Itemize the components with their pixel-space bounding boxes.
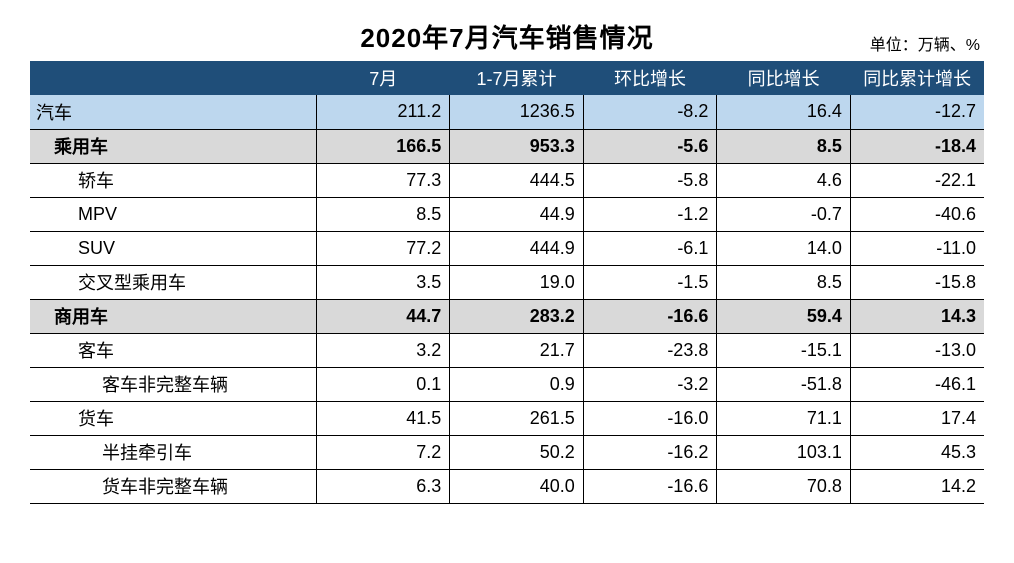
cell-value: 6.3: [316, 469, 450, 503]
cell-value: -5.6: [583, 129, 717, 163]
cell-value: -23.8: [583, 333, 717, 367]
row-label: 乘用车: [30, 129, 316, 163]
table-row: 汽车211.21236.5-8.216.4-12.7: [30, 95, 984, 129]
cell-value: 70.8: [717, 469, 851, 503]
table-row: 乘用车166.5953.3-5.68.5-18.4: [30, 129, 984, 163]
table-row: SUV77.2444.9-6.114.0-11.0: [30, 231, 984, 265]
cell-value: -18.4: [850, 129, 984, 163]
table-row: 客车非完整车辆0.10.9-3.2-51.8-46.1: [30, 367, 984, 401]
cell-value: -8.2: [583, 95, 717, 129]
cell-value: -16.6: [583, 469, 717, 503]
cell-value: 8.5: [316, 197, 450, 231]
row-label: SUV: [30, 231, 316, 265]
cell-value: -22.1: [850, 163, 984, 197]
row-label: 商用车: [30, 299, 316, 333]
col-header-category: [30, 61, 316, 95]
row-label: 半挂牵引车: [30, 435, 316, 469]
cell-value: -40.6: [850, 197, 984, 231]
sales-table: 7月 1-7月累计 环比增长 同比增长 同比累计增长 汽车211.21236.5…: [30, 61, 984, 504]
cell-value: -5.8: [583, 163, 717, 197]
cell-value: 3.5: [316, 265, 450, 299]
row-label: 客车: [30, 333, 316, 367]
cell-value: -16.6: [583, 299, 717, 333]
cell-value: 44.9: [450, 197, 584, 231]
cell-value: -16.0: [583, 401, 717, 435]
cell-value: 7.2: [316, 435, 450, 469]
cell-value: -1.5: [583, 265, 717, 299]
col-header: 同比增长: [717, 61, 851, 95]
cell-value: -15.1: [717, 333, 851, 367]
row-label: 交叉型乘用车: [30, 265, 316, 299]
cell-value: 103.1: [717, 435, 851, 469]
cell-value: -46.1: [850, 367, 984, 401]
col-header: 环比增长: [583, 61, 717, 95]
cell-value: 59.4: [717, 299, 851, 333]
cell-value: 77.3: [316, 163, 450, 197]
row-label: 轿车: [30, 163, 316, 197]
cell-value: 44.7: [316, 299, 450, 333]
table-header-row: 7月 1-7月累计 环比增长 同比增长 同比累计增长: [30, 61, 984, 95]
cell-value: 8.5: [717, 265, 851, 299]
col-header: 7月: [316, 61, 450, 95]
row-label: 汽车: [30, 95, 316, 129]
cell-value: 211.2: [316, 95, 450, 129]
cell-value: 71.1: [717, 401, 851, 435]
col-header: 同比累计增长: [850, 61, 984, 95]
cell-value: 0.1: [316, 367, 450, 401]
table-row: 货车非完整车辆6.340.0-16.670.814.2: [30, 469, 984, 503]
cell-value: 14.0: [717, 231, 851, 265]
cell-value: 19.0: [450, 265, 584, 299]
cell-value: -6.1: [583, 231, 717, 265]
unit-label: 单位：万辆、%: [870, 31, 980, 55]
cell-value: 40.0: [450, 469, 584, 503]
table-row: 半挂牵引车7.250.2-16.2103.145.3: [30, 435, 984, 469]
cell-value: 50.2: [450, 435, 584, 469]
col-header: 1-7月累计: [450, 61, 584, 95]
cell-value: -0.7: [717, 197, 851, 231]
cell-value: -11.0: [850, 231, 984, 265]
cell-value: 444.5: [450, 163, 584, 197]
table-row: 客车3.221.7-23.8-15.1-13.0: [30, 333, 984, 367]
cell-value: 41.5: [316, 401, 450, 435]
table-row: 商用车44.7283.2-16.659.414.3: [30, 299, 984, 333]
cell-value: -12.7: [850, 95, 984, 129]
cell-value: -1.2: [583, 197, 717, 231]
cell-value: 21.7: [450, 333, 584, 367]
cell-value: 444.9: [450, 231, 584, 265]
cell-value: -51.8: [717, 367, 851, 401]
table-row: 轿车77.3444.5-5.84.6-22.1: [30, 163, 984, 197]
cell-value: 3.2: [316, 333, 450, 367]
cell-value: 283.2: [450, 299, 584, 333]
row-label: 货车非完整车辆: [30, 469, 316, 503]
cell-value: 953.3: [450, 129, 584, 163]
cell-value: 0.9: [450, 367, 584, 401]
cell-value: 1236.5: [450, 95, 584, 129]
cell-value: 8.5: [717, 129, 851, 163]
row-label: 客车非完整车辆: [30, 367, 316, 401]
cell-value: -15.8: [850, 265, 984, 299]
cell-value: 166.5: [316, 129, 450, 163]
table-row: 交叉型乘用车3.519.0-1.58.5-15.8: [30, 265, 984, 299]
cell-value: -13.0: [850, 333, 984, 367]
cell-value: -3.2: [583, 367, 717, 401]
cell-value: 261.5: [450, 401, 584, 435]
cell-value: -16.2: [583, 435, 717, 469]
row-label: MPV: [30, 197, 316, 231]
cell-value: 77.2: [316, 231, 450, 265]
table-row: 货车41.5261.5-16.071.117.4: [30, 401, 984, 435]
cell-value: 14.2: [850, 469, 984, 503]
cell-value: 16.4: [717, 95, 851, 129]
cell-value: 14.3: [850, 299, 984, 333]
cell-value: 17.4: [850, 401, 984, 435]
cell-value: 45.3: [850, 435, 984, 469]
cell-value: 4.6: [717, 163, 851, 197]
table-row: MPV8.544.9-1.2-0.7-40.6: [30, 197, 984, 231]
page-title: 2020年7月汽车销售情况: [360, 23, 653, 53]
row-label: 货车: [30, 401, 316, 435]
